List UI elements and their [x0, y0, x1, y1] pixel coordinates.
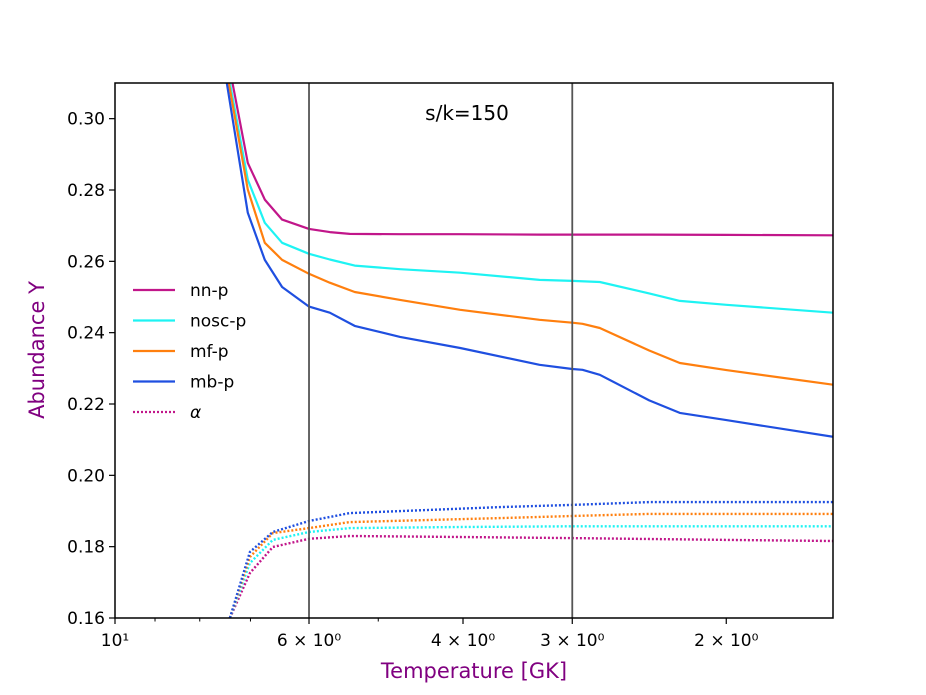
- series-line-alpha-5: [228, 525, 833, 618]
- y-tick-label: 0.16: [67, 609, 105, 629]
- y-tick-label: 0.20: [67, 466, 105, 486]
- x-axis-label: Temperature [GK]: [380, 659, 567, 683]
- series-line-mfp: [227, 83, 833, 386]
- annotation: s/k=150: [425, 101, 509, 125]
- x-tick-label: 3 × 10⁰: [540, 631, 604, 651]
- legend-label: mf-p: [190, 342, 229, 362]
- legend-label: α: [190, 403, 201, 423]
- series-line-alpha-6: [228, 512, 833, 618]
- y-tick-label: 0.24: [67, 324, 105, 344]
- series-line-noscp: [228, 83, 833, 314]
- y-tick-label: 0.18: [67, 538, 105, 558]
- legend: nn-p nosc-p mf-p mb-p α: [133, 281, 246, 423]
- legend-label: mb-p: [190, 373, 234, 393]
- plot-frame: [114, 82, 834, 619]
- y-tick-label: 0.22: [67, 395, 105, 415]
- x-tick-label: 10¹: [101, 631, 129, 651]
- legend-label: nn-p: [190, 281, 228, 301]
- series-line-alpha-7: [228, 500, 833, 618]
- x-tick-label: 2 × 10⁰: [694, 631, 758, 651]
- x-tick-label: 4 × 10⁰: [431, 631, 495, 651]
- series-line-mbp: [225, 83, 833, 438]
- y-tick-label: 0.30: [67, 110, 105, 130]
- legend-label: nosc-p: [190, 312, 246, 332]
- y-tick-label: 0.26: [67, 252, 105, 272]
- y-tick-label: 0.28: [67, 181, 105, 201]
- series-line-nnp: [231, 83, 833, 237]
- x-tick-label: 6 × 10⁰: [277, 631, 341, 651]
- y-axis-label: Abundance Y: [25, 281, 49, 419]
- series-line-alpha: [228, 534, 833, 618]
